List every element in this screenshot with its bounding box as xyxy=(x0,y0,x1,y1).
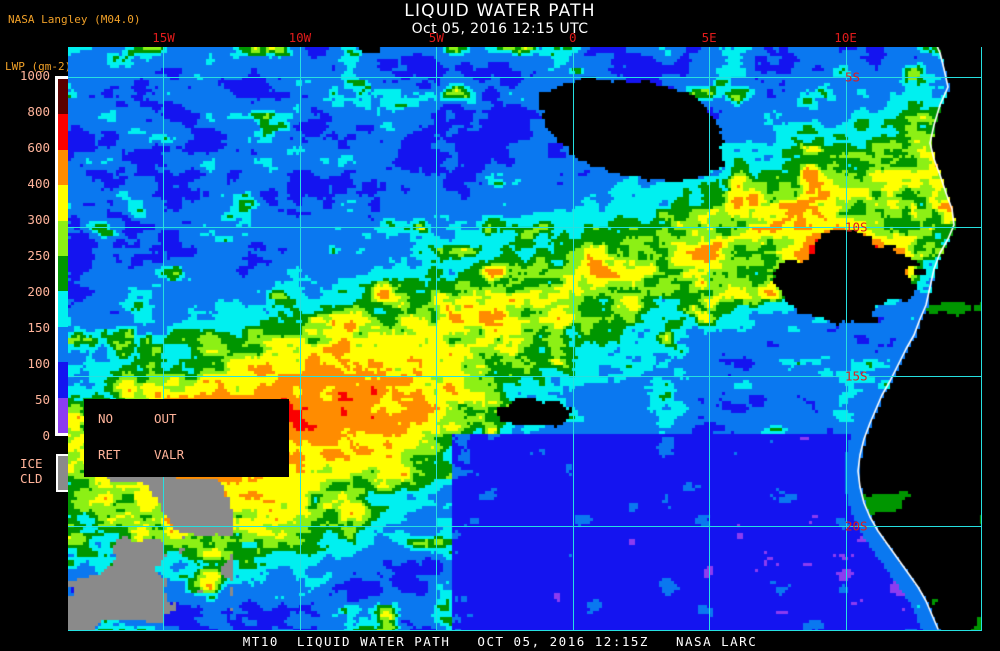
no-retrieval-label-ret: RET xyxy=(98,447,121,462)
map-border-right xyxy=(981,47,982,631)
gridline-lon-10E xyxy=(845,47,847,631)
colorbar-tick-50: 50 xyxy=(34,392,50,407)
colorbar-tick-300: 300 xyxy=(27,212,50,227)
colorbar-tick-100: 100 xyxy=(27,356,50,371)
map-border-bottom xyxy=(68,630,982,631)
gridline-lat-5S xyxy=(68,76,982,78)
lwp-raster-canvas xyxy=(68,47,982,631)
ice-cloud-label-line1: ICE xyxy=(20,456,43,471)
ice-cloud-label-line2: CLD xyxy=(20,471,43,486)
colorbar-tick-600: 600 xyxy=(27,140,50,155)
colorbar-tick-250: 250 xyxy=(27,248,50,263)
footer-status-bar: MT10 LIQUID WATER PATH OCT 05, 2016 12:1… xyxy=(0,631,1000,650)
lat-label-20S: 20S xyxy=(845,518,868,534)
no-retrieval-label-no: NO xyxy=(98,411,114,426)
gridline-lat-20S xyxy=(68,526,982,528)
lat-label-5S: 5S xyxy=(845,69,861,85)
gridline-lon-10W xyxy=(299,47,301,631)
colorbar-tick-0: 0 xyxy=(42,428,50,443)
lon-label-10W: 10W xyxy=(288,30,312,45)
colorbar-tick-150: 150 xyxy=(27,320,50,335)
no-retrieval-label-valr: VALR xyxy=(154,447,185,462)
no-retrieval-label-out: OUT xyxy=(154,411,177,426)
map-image-area[interactable]: NO OUT RET VALR xyxy=(68,47,982,631)
lon-label-15W: 15W xyxy=(152,30,175,45)
gridline-lat-10S xyxy=(68,226,982,228)
footer-text: MT10 LIQUID WATER PATH OCT 05, 2016 12:1… xyxy=(242,634,758,649)
colorbar-tick-800: 800 xyxy=(27,104,50,119)
gridline-lon-0 xyxy=(572,47,574,631)
lon-label-5W: 5W xyxy=(428,30,444,45)
gridline-lon-5W xyxy=(436,47,438,631)
gridline-lon-15W xyxy=(163,47,165,631)
colorbar-tick-labels: 1000 800 600 400 300 250 200 150 100 50 0 xyxy=(0,69,52,442)
lon-label-10E: 10E xyxy=(834,30,857,45)
lat-lon-grid-overlay xyxy=(68,47,982,631)
agency-label: NASA Langley (M04.0) xyxy=(8,13,141,26)
colorbar-units-label: LWP (gm-2) xyxy=(5,60,72,73)
colorbar-tick-1000: 1000 xyxy=(19,68,50,83)
no-retrieval-legend: NO OUT RET VALR xyxy=(84,399,289,477)
gridline-lat-15S xyxy=(68,376,982,378)
lat-label-15S: 15S xyxy=(845,368,868,384)
colorbar-tick-400: 400 xyxy=(27,176,50,191)
gridline-lon-5E xyxy=(709,47,711,631)
colorbar-tick-200: 200 xyxy=(27,284,50,299)
page-title: LIQUID WATER PATH xyxy=(404,1,596,21)
ice-cloud-label: ICE CLD xyxy=(20,456,43,486)
lat-label-10S: 10S xyxy=(845,219,868,235)
lon-label-0: 0 xyxy=(568,30,577,45)
lon-label-5E: 5E xyxy=(701,30,717,45)
